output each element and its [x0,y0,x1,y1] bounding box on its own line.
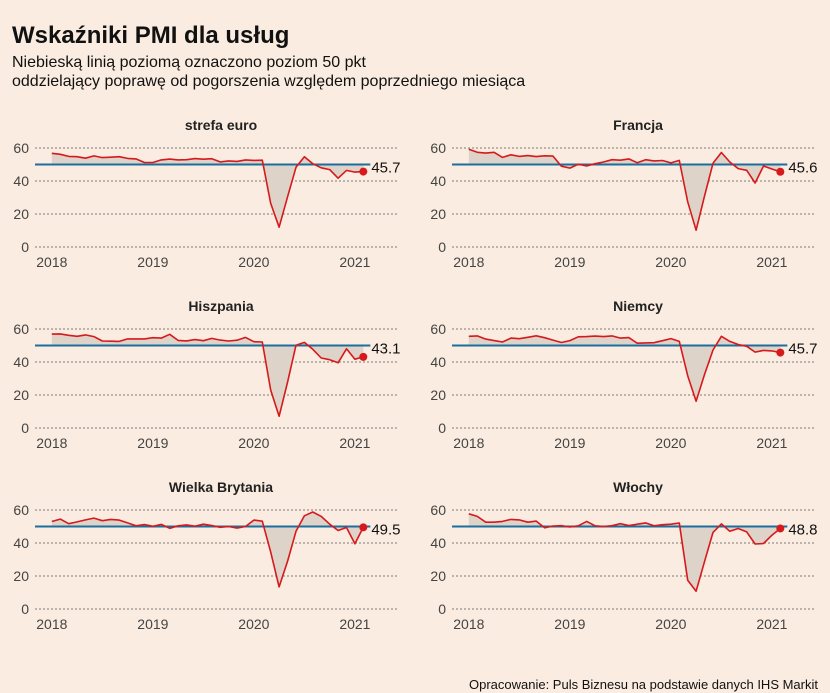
pmi-series-line [468,148,781,231]
x-tick-label: 2019 [554,254,585,270]
last-value-label: 45.7 [788,341,817,358]
chart-subtitle-line1: Niebieską linią poziomą oznaczono poziom… [12,54,366,71]
x-tick-label: 2018 [36,616,67,632]
chart-title: Wskaźniki PMI dla usług [12,22,290,49]
last-value-label-bg [787,339,820,357]
x-tick-label: 2018 [36,254,67,270]
panel-title: Hiszpania [188,298,254,314]
y-tick-label: 40 [13,173,29,189]
last-value-label: 48.8 [788,522,817,539]
last-value-dot [359,167,368,176]
deviation-area [468,513,781,592]
deviation-area [51,512,364,587]
y-tick-label: 0 [438,601,446,617]
y-tick-label: 40 [430,535,446,551]
panel-title: Francja [613,117,663,133]
y-tick-label: 20 [13,568,29,584]
panel-5: Wielka Brytania 0 20 40 60 2018 2019 2020 2021 49… [13,479,403,632]
last-value-dot [776,167,785,176]
deviation-area [51,153,364,228]
y-tick-label: 0 [21,420,29,436]
x-tick-label: 2021 [339,435,370,451]
last-value-label-bg [370,158,403,176]
deviation-area [468,335,781,402]
x-tick-label: 2020 [655,435,686,451]
pmi-series-line [51,152,364,228]
x-tick-label: 2018 [453,435,484,451]
y-tick-label: 0 [438,239,446,255]
deviation-area [468,149,781,231]
y-tick-label: 40 [13,535,29,551]
y-tick-label: 60 [13,140,29,156]
x-tick-label: 2019 [137,435,168,451]
last-value-label-bg [787,520,820,538]
x-tick-label: 2020 [238,254,269,270]
x-tick-label: 2021 [339,254,370,270]
panel-title: strefa euro [185,117,257,133]
x-tick-label: 2020 [655,254,686,270]
last-value-label: 45.6 [788,160,817,177]
panel-title: Wielka Brytania [169,479,273,495]
panel-title: Niemcy [613,298,663,314]
source-note: Opracowanie: Puls Biznesu na podstawie d… [468,677,818,692]
y-tick-label: 20 [430,568,446,584]
y-tick-label: 40 [13,354,29,370]
y-tick-label: 20 [13,206,29,222]
y-tick-label: 0 [438,420,446,436]
panel-3: Hiszpania 0 20 40 60 2018 2019 2020 2021 43.1 [13,298,403,451]
x-tick-label: 2021 [339,616,370,632]
panel-1: strefa euro 0 20 40 60 2018 2019 2020 2021 45.7 [13,117,403,270]
x-tick-label: 2020 [655,616,686,632]
y-tick-label: 60 [430,321,446,337]
x-tick-label: 2018 [36,435,67,451]
y-tick-label: 60 [13,502,29,518]
panel-2: Francja 0 20 40 60 2018 2019 2020 2021 45.6 [430,117,820,270]
y-tick-label: 0 [21,601,29,617]
panel-4: Niemcy 0 20 40 60 2018 2019 2020 2021 45.7 [430,298,820,451]
x-tick-label: 2019 [137,254,168,270]
y-tick-label: 40 [430,354,446,370]
x-tick-label: 2021 [756,435,787,451]
last-value-dot [359,523,368,532]
x-tick-label: 2018 [453,616,484,632]
last-value-label-bg [370,520,403,538]
pmi-series-line [468,335,781,403]
last-value-label-bg [787,158,820,176]
pmi-series-line [468,513,781,592]
last-value-label-bg [370,339,403,357]
last-value-label: 45.7 [371,160,400,177]
x-tick-label: 2019 [137,616,168,632]
last-value-dot [359,352,368,361]
x-tick-label: 2021 [756,254,787,270]
y-tick-label: 0 [21,239,29,255]
last-value-dot [776,524,785,533]
y-tick-label: 60 [430,140,446,156]
y-tick-label: 20 [430,387,446,403]
y-tick-label: 40 [430,173,446,189]
deviation-area [51,333,364,417]
pmi-series-line [51,511,365,588]
pmi-series-line [51,333,364,418]
y-tick-label: 20 [13,387,29,403]
x-tick-label: 2019 [554,435,585,451]
panel-6: Włochy 0 20 40 60 2018 2019 2020 2021 48.8 [430,479,820,632]
y-tick-label: 60 [13,321,29,337]
x-tick-label: 2018 [453,254,484,270]
last-value-dot [776,348,785,357]
y-tick-label: 20 [430,206,446,222]
panel-title: Włochy [613,479,663,495]
last-value-label: 43.1 [371,341,400,358]
last-value-label: 49.5 [371,522,400,539]
x-tick-label: 2020 [238,435,269,451]
x-tick-label: 2020 [238,616,269,632]
x-tick-label: 2019 [554,616,585,632]
chart-subtitle-line2: oddzielający poprawę od pogorszenia wzgl… [12,73,526,90]
x-tick-label: 2021 [756,616,787,632]
y-tick-label: 60 [430,502,446,518]
